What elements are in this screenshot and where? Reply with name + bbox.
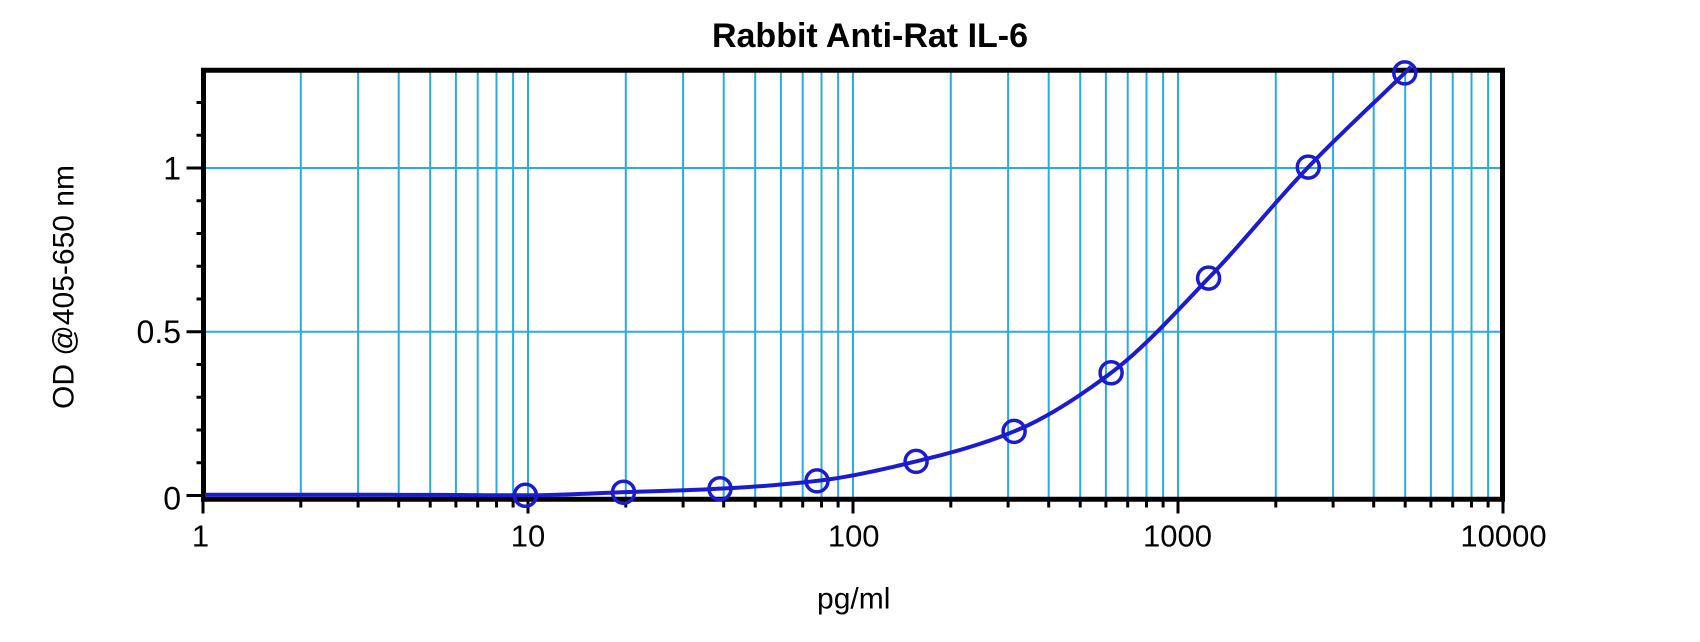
svg-text:1: 1 bbox=[163, 151, 181, 187]
svg-text:10000: 10000 bbox=[1460, 519, 1546, 554]
svg-text:OD @405-650 nm: OD @405-650 nm bbox=[48, 165, 81, 409]
svg-text:pg/ml: pg/ml bbox=[817, 583, 890, 616]
svg-text:0: 0 bbox=[163, 481, 181, 517]
svg-text:1: 1 bbox=[192, 519, 209, 554]
svg-text:10: 10 bbox=[511, 519, 545, 554]
svg-text:Rabbit Anti-Rat IL-6: Rabbit Anti-Rat IL-6 bbox=[712, 17, 1028, 55]
svg-text:0.5: 0.5 bbox=[137, 314, 181, 350]
svg-text:100: 100 bbox=[828, 519, 880, 554]
svg-text:1000: 1000 bbox=[1143, 519, 1212, 554]
